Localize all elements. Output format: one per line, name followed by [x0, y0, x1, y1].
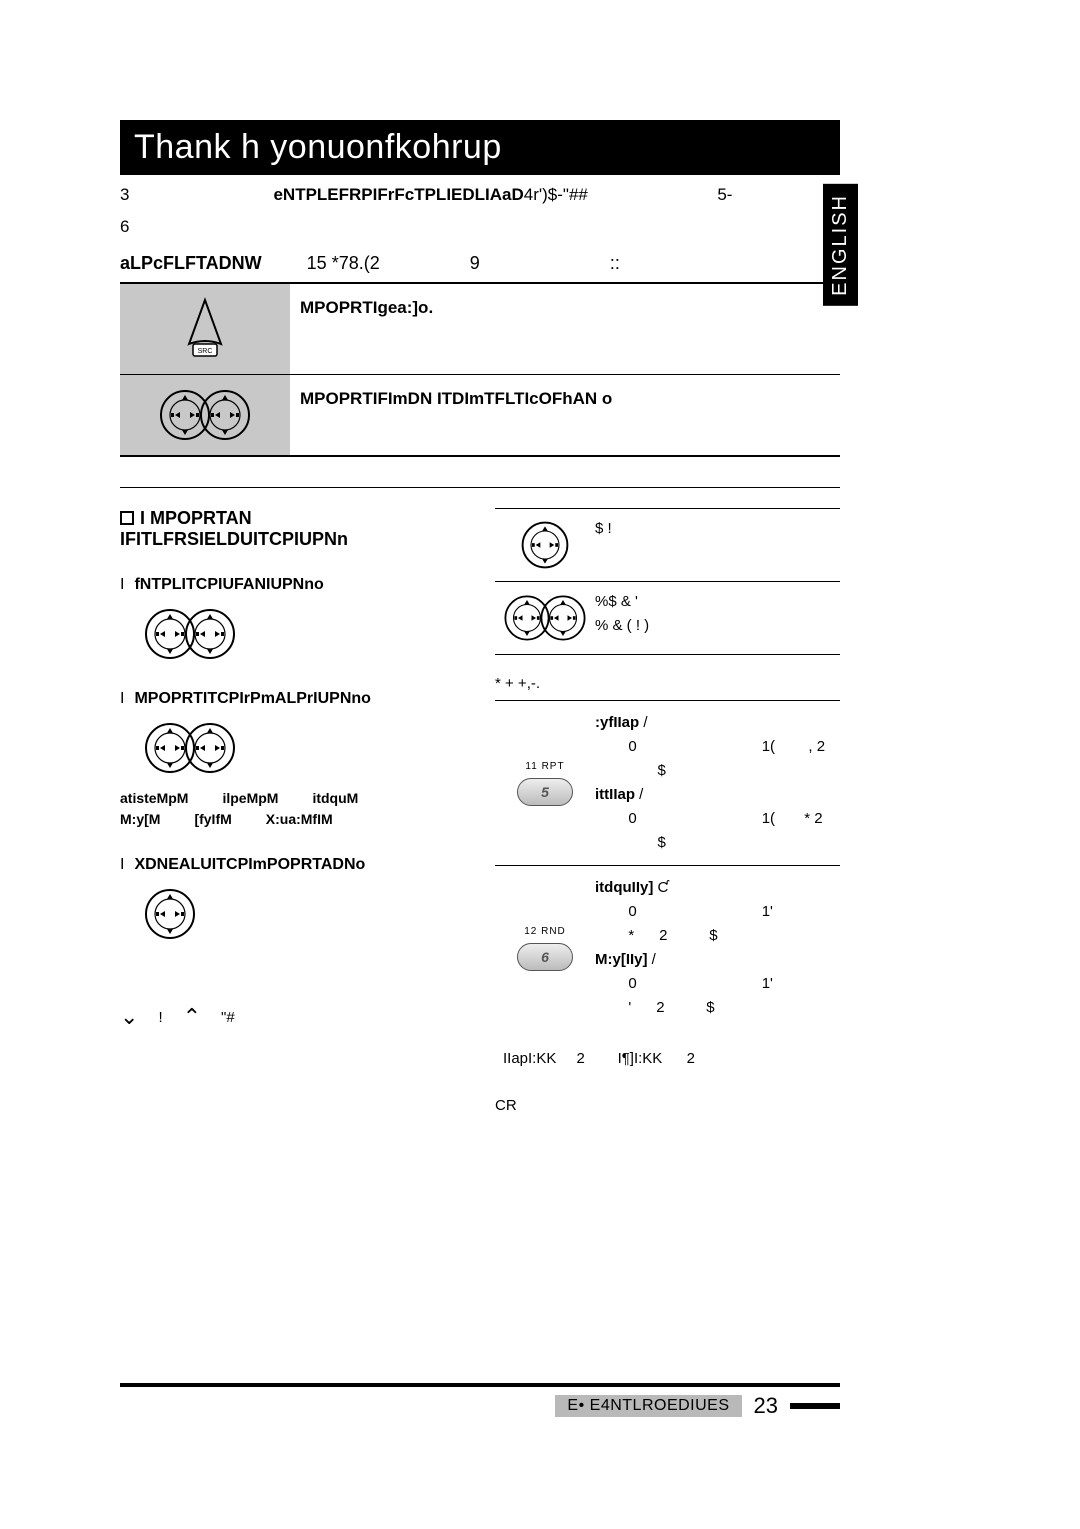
bullet-1: IfNTPLITCPIUFANIUPNno	[120, 576, 465, 594]
table-row: MPOPRTIFImDN ITDImTFLTIcOFhAN o	[120, 375, 840, 455]
rpt-button-icon: 11 RPT 5	[495, 711, 595, 855]
cr-label: CR	[495, 1097, 840, 1114]
src-label: SRC	[198, 348, 213, 355]
intro-line-1: 3 eNTPLEFRPIFrFcTPLIEDLIAaD4r')$-"## 5-	[120, 175, 840, 207]
page-title: Thank h yonuonfkohrup	[120, 120, 840, 175]
language-tab: ENGLISH	[823, 184, 858, 306]
right-row-1: $ !	[495, 508, 840, 581]
footer-section-label: E• E4NTLROEDIUES	[555, 1395, 741, 1417]
right-column: $ !	[495, 508, 840, 1114]
table-row: SRC MPOPRTIgea:]o.	[120, 284, 840, 375]
table-row-1-text: MPOPRTIgea:]o.	[290, 284, 840, 374]
mode-group-1: 11 RPT 5 :yfIIap / 0 1( , 2 $ ittIIap /	[495, 700, 840, 865]
dial-icon	[140, 718, 465, 778]
dial-icon	[140, 604, 465, 664]
right-row-2-text: %$ & ' % & ( ! )	[595, 590, 840, 646]
dual-dial-icon	[495, 590, 595, 646]
section-heading: I MPOPRTAN IFITLFRSIELDUITCPIUPNn	[120, 508, 465, 550]
rnd-button-icon: 12 RND 6	[495, 876, 595, 1020]
star-line: * + +,-.	[495, 675, 840, 692]
right-row-1-text: $ !	[595, 517, 840, 573]
left-column: I MPOPRTAN IFITLFRSIELDUITCPIUPNn IfNTPL…	[120, 508, 465, 1114]
mini-labels: atisteMpMilpeMpMitdquM M:y[M[fyIfMX:ua:M…	[120, 788, 465, 830]
right-row-2: %$ & ' % & ( ! )	[495, 581, 840, 655]
src-button-icon: SRC	[120, 284, 290, 374]
table-row-2-text: MPOPRTIFImDN ITDImTFLTIcOFhAN o	[290, 375, 840, 455]
page-footer: E• E4NTLROEDIUES 23	[120, 1383, 840, 1419]
square-bullet-icon	[120, 511, 134, 525]
intro-line-2: 6	[120, 207, 840, 239]
after-line: IIapI:KK 2 I¶]I:KK 2	[495, 1050, 840, 1067]
button-table: SRC MPOPRTIgea:]o.	[120, 282, 840, 457]
footer-page-number: 23	[754, 1393, 778, 1419]
bullet-3: IXDNEALUITCPImPOPRTADNo	[120, 856, 465, 874]
single-dial-icon	[140, 884, 465, 944]
footer-dash-icon	[790, 1403, 840, 1409]
dial-icon	[495, 517, 595, 573]
mode-group-2: 12 RND 6 itdquIIy] Ƈ 0 1' * 2 $ M:y[IIy]	[495, 865, 840, 1030]
cr-line: ⌄! ⌃"#	[120, 1004, 465, 1030]
dual-dial-icon	[120, 375, 290, 455]
bullet-2: IMPOPRTITCPIrPmALPrIUPNno	[120, 690, 465, 708]
subhead-row: aLPcFLFTADNW 15 *78.(2 9 ::	[120, 253, 840, 274]
